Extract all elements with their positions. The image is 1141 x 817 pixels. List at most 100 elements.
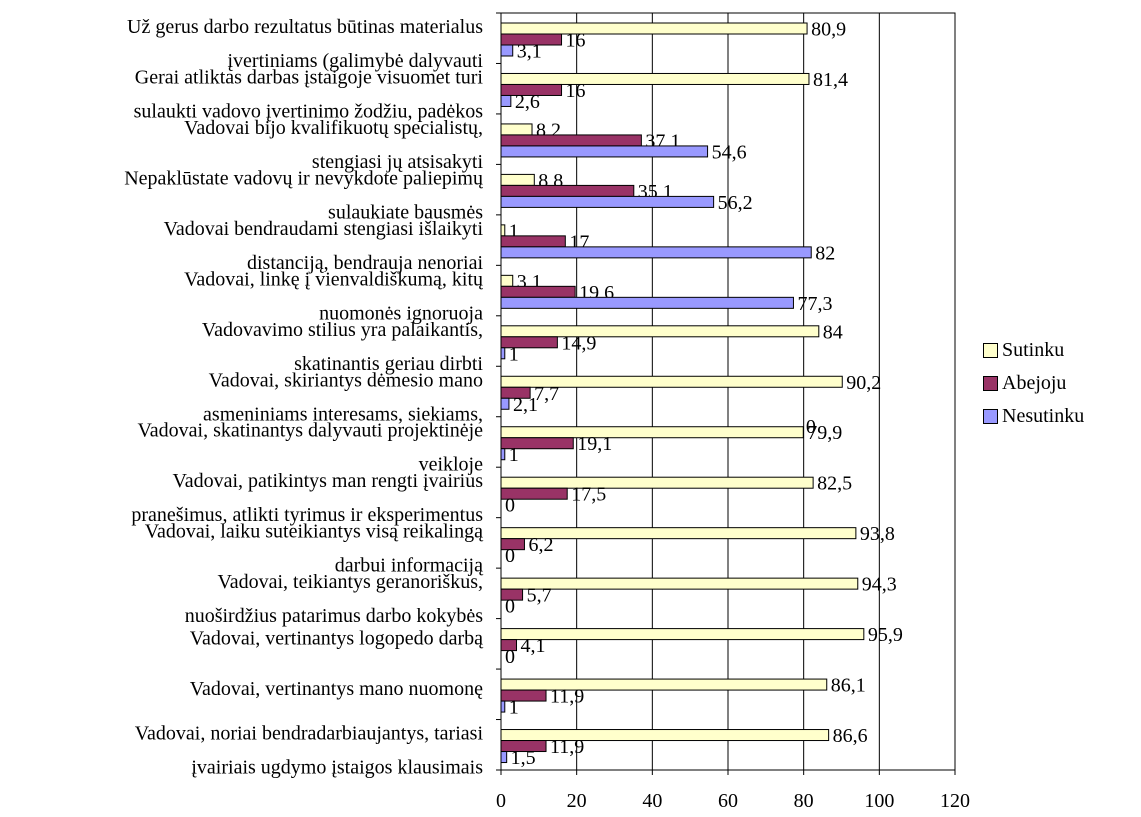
- bar-nesutinku: [500, 94, 512, 107]
- bar-nesutinku: [500, 195, 715, 208]
- data-label-nesutinku: 77,3: [797, 293, 832, 315]
- bar-abejoju: [500, 538, 525, 551]
- category-label-line: Gerai atliktas darbas įstaigoje visuomet…: [135, 66, 484, 88]
- category-label-line: Vadovai, vertinantys mano nuomonę: [190, 678, 483, 700]
- category-label: Vadovai bijo kvalifikuotų specialistų, st…: [184, 117, 483, 173]
- data-label-nesutinku: 0: [505, 495, 515, 517]
- data-label-nesutinku: 0: [505, 646, 515, 668]
- data-label-sutinku: 95,9: [868, 624, 903, 646]
- bar-abejoju: [500, 689, 547, 702]
- bar-nesutinku: [500, 44, 514, 57]
- data-label-abejoju: 17,5: [571, 484, 606, 506]
- category-label-line: asmeniniams interesams, siekiams,: [203, 403, 483, 425]
- bar-sutinku: [500, 274, 514, 287]
- data-label-sutinku: 93,8: [860, 523, 895, 545]
- x-tick-label: 120: [940, 790, 970, 812]
- data-label-sutinku: 86,1: [831, 675, 866, 697]
- data-label-sutinku: 80,9: [811, 19, 846, 41]
- bar-sutinku: [500, 426, 804, 439]
- category-label-line: įvairiais ugdymo įstaigos klausimais: [191, 757, 483, 779]
- category-label-line: nuomonės ignoruoja: [319, 302, 483, 324]
- data-label-nesutinku: 1,5: [511, 747, 536, 769]
- category-label: Vadovai bendraudami stengiasi išlaikyti d…: [164, 218, 484, 274]
- x-tick-label: 0: [496, 790, 506, 812]
- bar-sutinku: [500, 173, 535, 186]
- category-label-line: pranešimus, atlikti tyrimus ir eksperime…: [131, 504, 483, 526]
- category-label-line: darbui informaciją: [335, 555, 484, 577]
- legend-swatch-sutinku: [983, 343, 998, 358]
- data-label-nesutinku: 2,6: [515, 91, 540, 113]
- data-label-sutinku: 79,9: [807, 422, 842, 444]
- data-label-abejoju: 19,1: [577, 433, 612, 455]
- data-label-nesutinku: 1: [509, 444, 519, 466]
- bar-nesutinku: [500, 145, 709, 158]
- bar-abejoju: [500, 740, 547, 753]
- legend-swatch-abejoju: [983, 376, 998, 391]
- category-label-line: veikloje: [419, 454, 484, 476]
- bar-abejoju: [500, 336, 558, 349]
- legend-swatch-nesutinku: [983, 409, 998, 424]
- data-label-sutinku: 82,5: [817, 473, 852, 495]
- category-label-line: Vadovai, skiriantys dėmesio mano: [209, 369, 483, 391]
- category-label: Vadovai, skiriantys dėmesio mano asmenini…: [203, 369, 483, 425]
- bar-nesutinku: [500, 700, 506, 713]
- data-label-sutinku: 81,4: [813, 69, 848, 91]
- category-label-line: distanciją, bendrauja nenoriai: [247, 252, 483, 274]
- category-label-line: sulaukiate bausmės: [328, 201, 483, 223]
- bar-sutinku: [500, 72, 810, 85]
- bar-sutinku: [500, 577, 859, 590]
- legend-item-nesutinku: Nesutinku: [983, 400, 1141, 433]
- x-tick-label: 80: [794, 790, 814, 812]
- bar-abejoju: [500, 437, 574, 450]
- category-label-line: Vadovai, teikiantys geranoriškus,: [218, 571, 484, 593]
- bar-nesutinku: [500, 246, 812, 259]
- data-label-abejoju: 14,9: [561, 332, 596, 354]
- data-label-abejoju: 11,9: [550, 736, 584, 758]
- data-label-nesutinku: 1: [509, 343, 519, 365]
- bar-abejoju: [500, 588, 524, 601]
- category-label: Vadovai, teikiantys geranoriškus, nuošird…: [185, 571, 483, 627]
- category-label-line: Nepaklūstate vadovų ir nevykdote paliepi…: [124, 167, 484, 189]
- data-label-abejoju: 7,7: [534, 383, 559, 405]
- bar-abejoju: [500, 487, 568, 500]
- bar-abejoju: [500, 83, 563, 96]
- legend-label-nesutinku: Nesutinku: [1002, 405, 1085, 427]
- category-label-line: Vadovai, patikintys man rengti įvairius: [173, 470, 484, 492]
- category-label-line: nuoširdžius patarimus darbo kokybės: [185, 605, 483, 627]
- data-label-sutinku: 1: [509, 220, 519, 242]
- bar-sutinku: [500, 325, 820, 338]
- category-label: Vadovai, patikintys man rengti įvairius p…: [131, 470, 483, 526]
- x-tick-label: 40: [642, 790, 662, 812]
- data-label-abejoju: 16: [566, 30, 586, 52]
- bar-nesutinku: [500, 448, 506, 461]
- bar-nesutinku: [500, 347, 506, 360]
- category-label-line: Vadovai, noriai bendradarbiaujantys, tar…: [135, 723, 484, 745]
- category-label-line: Vadovai, vertinantys logopedo darbą: [190, 628, 484, 650]
- category-label-line: Vadovai, linkę į vienvaldiškumą, kitų: [184, 268, 484, 290]
- category-label: Vadovavimo stilius yra palaikantis, skati…: [202, 319, 484, 375]
- data-label-sutinku: 86,6: [833, 725, 868, 747]
- legend-item-abejoju: Abejoju: [983, 367, 1141, 400]
- data-label-abejoju: 6,2: [528, 534, 553, 556]
- category-label-line: Vadovai bendraudami stengiasi išlaikyti: [164, 218, 484, 240]
- category-label: Vadovai, skatinantys dalyvauti projektin…: [138, 420, 484, 476]
- annotation-label: 0: [806, 416, 816, 438]
- category-label: Vadovai, linkę į vienvaldiškumą, kitų nuo…: [184, 268, 484, 324]
- data-label-nesutinku: 0: [505, 596, 515, 618]
- data-label-sutinku: 90,2: [846, 372, 881, 394]
- category-label: Vadovai, noriai bendradarbiaujantys, tar…: [135, 723, 484, 779]
- category-label: Nepaklūstate vadovų ir nevykdote paliepi…: [124, 167, 484, 223]
- data-label-abejoju: 5,7: [527, 585, 552, 607]
- category-label: Gerai atliktas darbas įstaigoje visuomet…: [134, 66, 484, 122]
- bar-sutinku: [500, 527, 857, 540]
- category-label: Vadovai, vertinantys logopedo darbą: [190, 628, 484, 650]
- data-label-nesutinku: 1: [509, 697, 519, 719]
- legend-item-sutinku: Sutinku: [983, 334, 1141, 367]
- x-tick-label: 60: [718, 790, 738, 812]
- bar-abejoju: [500, 235, 566, 248]
- legend-label-sutinku: Sutinku: [1002, 339, 1065, 361]
- category-label-line: įvertiniams (galimybė dalyvauti: [228, 50, 484, 72]
- category-label: Vadovai, laiku suteikiantys visą reikali…: [145, 521, 484, 577]
- category-label-line: Vadovai, skatinantys dalyvauti projektin…: [138, 420, 484, 442]
